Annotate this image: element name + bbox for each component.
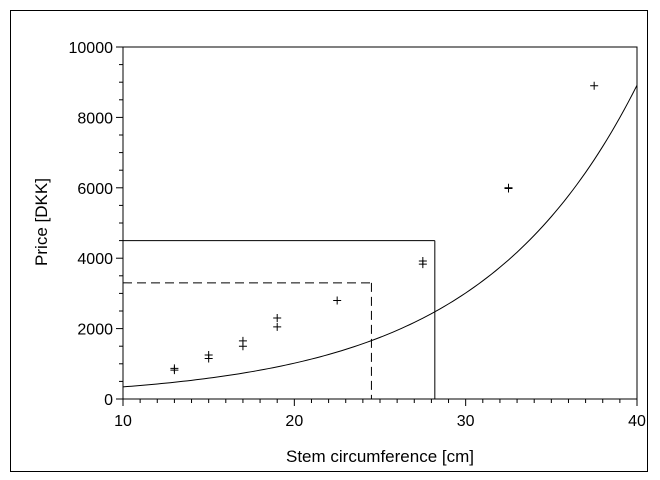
y-tick-label: 2000 [77, 322, 113, 339]
y-tick-label: 6000 [77, 181, 113, 198]
x-tick-label: 40 [628, 413, 646, 430]
data-point [204, 351, 213, 359]
data-point [418, 257, 427, 266]
x-tick-label: 30 [457, 413, 475, 430]
y-tick-label: 0 [104, 392, 113, 409]
y-axis-label: Price [DKK] [32, 178, 51, 266]
data-point [333, 296, 342, 305]
y-tick-label: 4000 [77, 251, 113, 268]
data-point [273, 314, 282, 323]
data-point [590, 81, 599, 90]
data-point [504, 183, 513, 192]
data-point [238, 336, 247, 345]
x-tick-label: 20 [285, 413, 303, 430]
data-point [273, 322, 282, 331]
y-tick-label: 8000 [77, 110, 113, 127]
y-tick-label: 10000 [69, 40, 114, 57]
fitted-curve [122, 85, 638, 388]
plot-area-border [122, 46, 638, 400]
data-point [170, 364, 179, 373]
x-tick-label: 10 [114, 413, 132, 430]
x-axis-label: Stem circumference [cm] [286, 447, 474, 466]
